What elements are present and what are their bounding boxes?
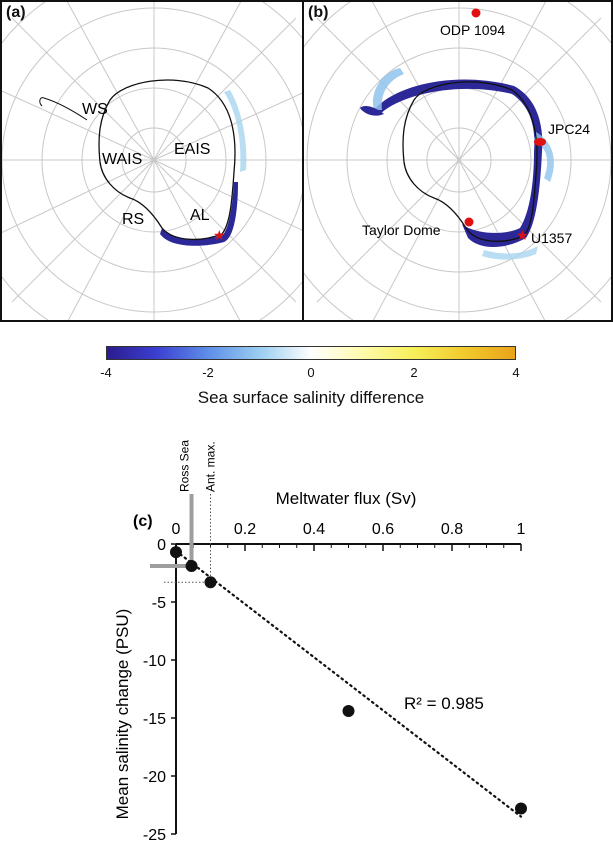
r2-annotation: R² = 0.985: [404, 694, 484, 713]
meltwater-anomaly-a: [160, 182, 238, 246]
map-panel-a: WS EAIS WAIS RS AL ★ (a): [0, 0, 305, 322]
y-tick-label: -15: [143, 711, 166, 728]
x-axis-label: Meltwater flux (Sv): [276, 489, 417, 508]
colorbar-tick: 4: [512, 365, 520, 380]
site-label: JPC24: [548, 121, 590, 137]
data-point: [204, 576, 217, 589]
y-axis-label: Mean salinity change (PSU): [113, 609, 132, 820]
data-point: [170, 546, 182, 559]
region-label: RS: [122, 211, 144, 228]
colorbar-label: Sea surface salinity difference: [197, 388, 425, 407]
site-label: ODP 1094: [440, 22, 505, 38]
x-tick-label: 0.2: [234, 521, 256, 538]
site-dot-icon: [534, 138, 546, 146]
panel-c-letter: (c): [133, 513, 153, 530]
y-tick-label: -5: [152, 595, 166, 612]
data-point: [342, 705, 355, 718]
colorbar: -4 -2 0 2 4 Sea surface salinity differe…: [100, 346, 520, 416]
region-label: WAIS: [102, 151, 142, 168]
region-label: AL: [190, 207, 210, 224]
panel-a-letter: (a): [6, 4, 26, 21]
y-tick-label: -20: [143, 769, 166, 786]
x-tick-label: 0: [172, 521, 181, 538]
site-label: Taylor Dome: [362, 222, 441, 238]
site-dot-icon: [464, 217, 474, 227]
y-tick-label: -10: [143, 653, 166, 670]
antarctica-outline-b: [402, 81, 538, 242]
antarctica-outline-a: [98, 79, 236, 241]
ant-max-label: Ant. max.: [204, 441, 218, 492]
panel-b-letter: (b): [308, 4, 329, 21]
site-label: U1357: [531, 230, 572, 246]
map-b-graphic: ODP 1094 JPC24 Taylor Dome ★ U1357: [304, 2, 611, 320]
map-a-graphic: WS EAIS WAIS RS AL ★: [2, 2, 303, 320]
data-point: [515, 802, 527, 815]
region-label: EAIS: [174, 141, 210, 158]
site-star-icon: ★: [516, 227, 529, 243]
region-label: WS: [82, 101, 108, 118]
y-tick-label: -25: [143, 827, 166, 844]
site-dot-icon: [471, 8, 481, 18]
x-tick-label: 0.6: [372, 521, 394, 538]
x-tick-label: 1: [517, 521, 526, 538]
trendline: [174, 549, 523, 818]
colorbar-gradient: [106, 346, 516, 360]
map-panel-b: ODP 1094 JPC24 Taylor Dome ★ U1357 (b): [302, 0, 613, 322]
colorbar-tick: -4: [100, 365, 112, 380]
colorbar-tick: 2: [410, 365, 418, 380]
site-star-icon: ★: [213, 227, 226, 243]
colorbar-tick: 0: [307, 365, 315, 380]
salinity-flux-chart: (c) Meltwater flux (Sv) Mean salinity ch…: [113, 440, 527, 844]
data-point: [185, 560, 198, 573]
x-tick-label: 0.4: [303, 521, 325, 538]
ross-sea-label: Ross Sea: [178, 440, 192, 492]
x-tick-label: 0.8: [441, 521, 463, 538]
colorbar-tick: -2: [202, 365, 214, 380]
y-tick-label: 0: [157, 537, 166, 554]
